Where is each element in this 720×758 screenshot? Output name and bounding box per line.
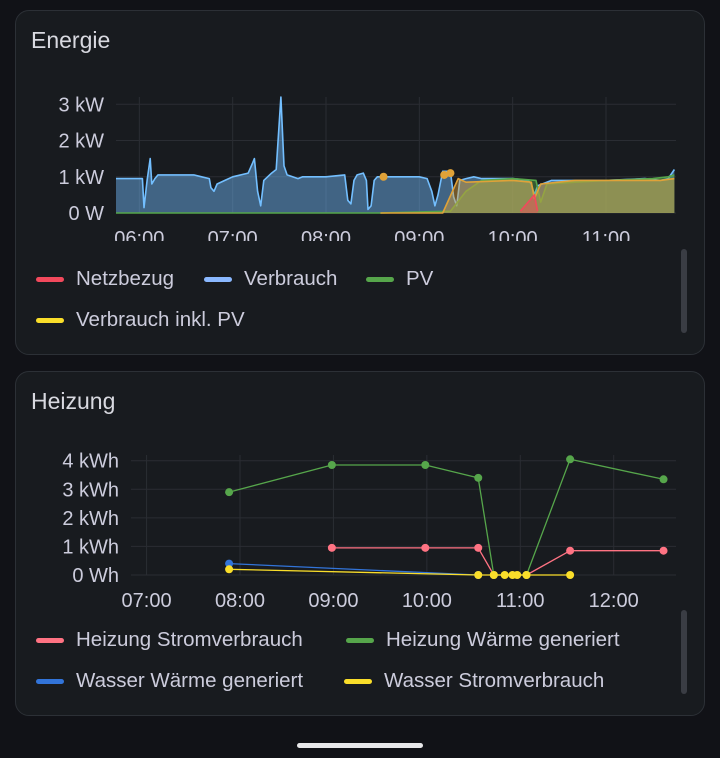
series-area-netzbezug <box>520 194 538 213</box>
heizung-panel: Heizung 0 Wh 1 kWh 2 kWh 3 kWh 4 kWh 07:00 08:… <box>15 371 705 716</box>
y-tick-label: 2 kW <box>58 131 104 153</box>
data-point <box>225 488 234 497</box>
y-tick-label: 4 kWh <box>62 451 119 473</box>
data-point <box>566 571 575 579</box>
panel-title: Heizung <box>31 388 116 414</box>
series-swatch <box>36 678 64 684</box>
x-tick-label: 07:00 <box>208 228 258 241</box>
series-line-verbrauch-inkl-pv <box>380 177 675 214</box>
data-point <box>446 169 455 178</box>
y-tick-label: 1 kW <box>58 167 104 189</box>
series-swatch <box>344 678 372 684</box>
x-tick-label: 09:00 <box>394 228 444 241</box>
legend-label: Verbrauch <box>244 267 338 290</box>
legend-item-verbrauch-inkl-pv[interactable]: Verbrauch inkl. PV <box>36 308 245 332</box>
data-point <box>225 559 234 568</box>
legend-item-netzbezug[interactable]: Netzbezug <box>36 267 174 291</box>
x-tick-label: 08:00 <box>215 590 265 612</box>
y-tick-label: 3 kWh <box>62 479 119 501</box>
legend-item-heizung-waerme-generiert[interactable]: Heizung Wärme generiert <box>346 628 620 652</box>
data-point <box>659 546 668 555</box>
data-point <box>421 461 430 469</box>
series-area-pv <box>116 174 675 213</box>
data-point <box>474 473 483 482</box>
legend-label: Verbrauch inkl. PV <box>76 308 245 331</box>
legend-item-pv[interactable]: PV <box>366 267 433 291</box>
panel-title: Energie <box>31 27 111 53</box>
series-swatch <box>36 276 64 282</box>
legend-item-verbrauch[interactable]: Verbrauch <box>204 267 337 291</box>
legend-scrollbar[interactable] <box>681 610 687 694</box>
legend-item-heizung-stromverbrauch[interactable]: Heizung Stromverbrauch <box>36 628 303 652</box>
x-tick-label: 11:00 <box>582 228 631 241</box>
data-point <box>522 571 531 579</box>
data-point <box>489 571 498 579</box>
data-point <box>566 455 575 464</box>
series-swatch <box>36 317 64 323</box>
energie-chart[interactable]: 0 W 1 kW 2 kW 3 kW 06:00 07:00 08:00 09:00 10:00… <box>16 11 706 241</box>
x-tick-label: 11:00 <box>496 590 545 612</box>
heizung-chart[interactable]: 0 Wh 1 kWh 2 kWh 3 kWh 4 kWh 07:00 08:00 09:00 1… <box>16 372 706 622</box>
legend-item-wasser-waerme-generiert[interactable]: Wasser Wärme generiert <box>36 669 303 693</box>
y-tick-label: 2 kWh <box>62 508 119 530</box>
data-point <box>440 170 449 179</box>
data-point <box>513 571 522 579</box>
home-indicator[interactable] <box>297 743 423 748</box>
data-point <box>659 475 668 484</box>
x-tick-label: 09:00 <box>308 590 358 612</box>
x-tick-label: 10:00 <box>488 228 538 241</box>
data-point <box>474 571 483 579</box>
legend-label: Netzbezug <box>76 267 175 290</box>
data-point <box>379 172 388 181</box>
series-line-netzbezug <box>519 194 539 212</box>
x-tick-label: 07:00 <box>122 590 172 612</box>
series-swatch <box>366 276 394 282</box>
y-tick-label: 0 W <box>68 203 104 225</box>
series-swatch <box>204 276 232 282</box>
series-area-verbrauch-inkl-pv <box>380 178 675 213</box>
series-area-verbrauch <box>116 97 675 213</box>
data-point <box>500 571 509 579</box>
x-tick-label: 10:00 <box>402 590 452 612</box>
y-tick-label: 0 Wh <box>72 565 119 587</box>
legend-scrollbar[interactable] <box>681 249 687 333</box>
data-point <box>327 543 336 552</box>
series-swatch <box>346 637 374 643</box>
y-tick-label: 3 kW <box>58 94 104 116</box>
data-point <box>474 543 483 552</box>
y-tick-label: 1 kWh <box>62 536 119 558</box>
legend-label: Wasser Stromverbrauch <box>384 669 605 692</box>
energie-panel: Energie 0 W 1 kW 2 kW 3 kW 06:00 07:00 08:00 09… <box>15 10 705 355</box>
legend-item-wasser-stromverbrauch[interactable]: Wasser Stromverbrauch <box>344 669 604 693</box>
x-tick-label: 08:00 <box>301 228 351 241</box>
series-swatch <box>36 637 64 643</box>
series-line-heizung-w-rme-generiert <box>228 458 664 576</box>
x-tick-label: 06:00 <box>114 228 164 241</box>
series-line-wasser-w-rme-generiert <box>229 562 479 576</box>
data-point <box>421 543 430 552</box>
legend-label: PV <box>406 267 434 290</box>
x-tick-label: 12:00 <box>589 590 639 612</box>
data-point <box>225 565 234 574</box>
data-point <box>327 461 336 469</box>
legend-label: Heizung Wärme generiert <box>386 628 620 651</box>
legend-label: Heizung Stromverbrauch <box>76 628 303 651</box>
legend-label: Wasser Wärme generiert <box>76 669 304 692</box>
data-point <box>566 546 575 555</box>
